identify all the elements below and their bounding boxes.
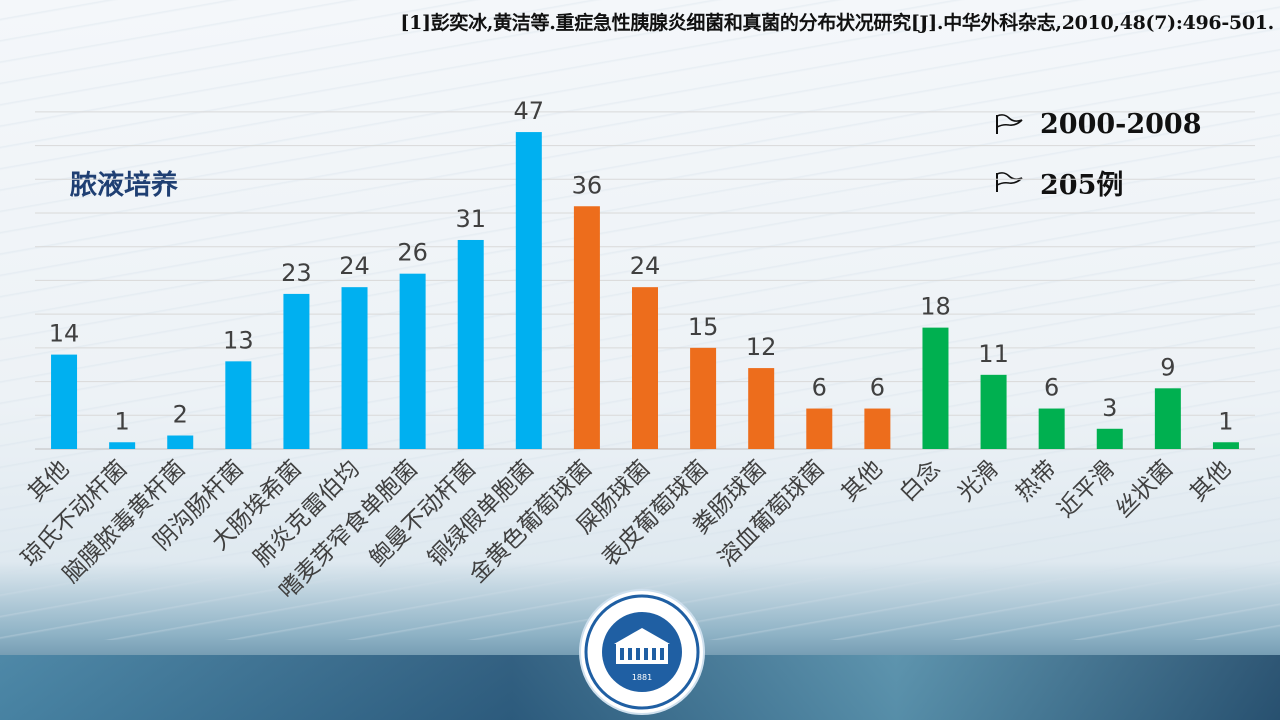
bar [1038, 408, 1065, 449]
data-label: 6 [812, 374, 827, 402]
bar [109, 442, 136, 449]
category-label: 热带 [1011, 456, 1062, 507]
data-label: 23 [281, 259, 312, 287]
data-label: 2 [173, 401, 188, 429]
category-label: 白念 [895, 456, 946, 507]
info-line-period: 2000-2008 [994, 100, 1202, 148]
data-label: 1 [115, 407, 130, 435]
data-label: 36 [572, 171, 603, 199]
data-label: 26 [397, 239, 428, 267]
data-label: 1 [1218, 407, 1233, 435]
category-label: 其他 [23, 456, 74, 507]
bar [573, 206, 600, 449]
bar [806, 408, 833, 449]
bar [167, 435, 194, 449]
university-hospital-seal: 1881 [579, 589, 705, 715]
info-cases: 205例 [1040, 169, 1124, 201]
info-line-cases: 205例 [994, 158, 1202, 206]
data-label: 24 [339, 252, 370, 280]
seal-year: 1881 [632, 673, 652, 682]
data-label: 11 [978, 340, 1009, 368]
flag-icon [996, 114, 1023, 134]
bar [51, 354, 78, 449]
data-label: 6 [870, 374, 885, 402]
section-title: 脓液培养 [70, 170, 178, 201]
info-period: 2000-2008 [1040, 108, 1202, 140]
category-label: 光滑 [953, 456, 1004, 507]
bar [1096, 428, 1123, 449]
category-label: 近平滑 [1053, 456, 1120, 523]
bar [632, 287, 658, 449]
data-label: 13 [223, 326, 254, 354]
bar [1212, 442, 1239, 449]
data-label: 18 [920, 293, 951, 321]
bar [283, 293, 310, 449]
data-label: 31 [455, 205, 486, 233]
bar [515, 132, 542, 450]
data-label: 6 [1044, 374, 1059, 402]
bar [864, 408, 891, 449]
category-label: 其他 [837, 456, 888, 507]
data-label: 24 [630, 252, 661, 280]
bar [980, 374, 1007, 449]
category-label: 丝状菌 [1111, 456, 1178, 523]
flag-icon [996, 172, 1023, 192]
bar [748, 368, 775, 449]
bar [399, 273, 426, 449]
data-label: 14 [49, 320, 80, 348]
data-label: 3 [1102, 394, 1117, 422]
data-label: 47 [514, 97, 545, 125]
bar [341, 287, 368, 449]
bar [922, 327, 949, 449]
data-label: 9 [1160, 353, 1175, 381]
bar [225, 361, 252, 449]
data-label: 12 [746, 333, 777, 361]
citation-text: [1]彭奕冰,黄洁等.重症急性胰腺炎细菌和真菌的分布状况研究[J].中华外科杂志… [400, 12, 1274, 34]
info-panel: 2000-2008 205例 [994, 100, 1202, 216]
category-label: 其他 [1185, 456, 1236, 507]
bar [457, 239, 484, 449]
bar [690, 347, 717, 449]
data-label: 15 [688, 313, 719, 341]
bar [1154, 388, 1181, 449]
